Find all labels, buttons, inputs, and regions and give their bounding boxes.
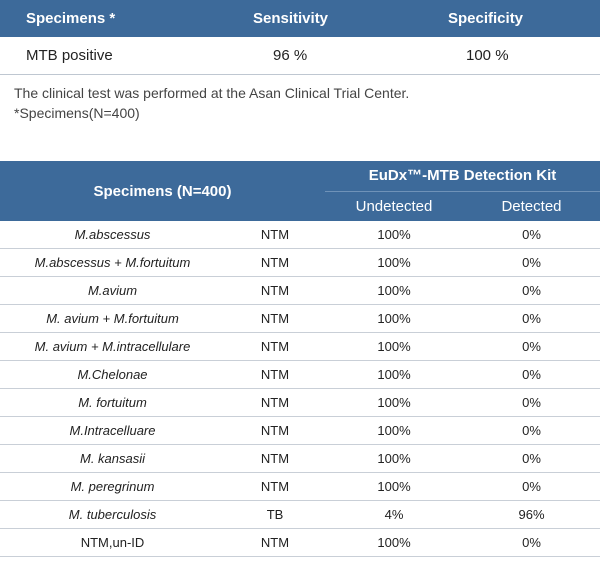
cell-type: NTM bbox=[225, 416, 325, 445]
cell-detected: 0% bbox=[463, 248, 600, 277]
cell-specimen: M. peregrinum bbox=[0, 472, 225, 501]
cell-undetected: 100% bbox=[325, 248, 463, 277]
cell-specimen: M.abscessus bbox=[0, 221, 225, 249]
group-header-kit: EuDx™-MTB Detection Kit bbox=[325, 161, 600, 191]
cell-type: NTM bbox=[225, 528, 325, 557]
header-specimens: Specimens * bbox=[26, 10, 116, 27]
cell-detected: 0% bbox=[463, 444, 600, 473]
cell-specimen: M.avium bbox=[0, 276, 225, 305]
cell-specimen: M.Chelonae bbox=[0, 360, 225, 389]
cell-type: TB bbox=[225, 500, 325, 529]
table-row: M.Chelonae NTM 100% 0% bbox=[0, 360, 600, 389]
cell-undetected: 100% bbox=[325, 332, 463, 361]
cell-undetected: 100% bbox=[325, 221, 463, 249]
cell-detected: 0% bbox=[463, 472, 600, 501]
cell-detected: 0% bbox=[463, 276, 600, 305]
table-row: M. avium + M.fortuitum NTM 100% 0% bbox=[0, 304, 600, 333]
row-sensitivity: 96 % bbox=[273, 47, 308, 64]
table-row: M. avium + M.intracellulare NTM 100% 0% bbox=[0, 332, 600, 361]
specimen-note: *Specimens(N=400) bbox=[14, 105, 140, 121]
cell-undetected: 100% bbox=[325, 304, 463, 333]
cell-undetected: 100% bbox=[325, 444, 463, 473]
summary-table-row: MTB positive 96 % 100 % bbox=[0, 37, 600, 75]
cell-specimen: M. avium + M.intracellulare bbox=[0, 332, 225, 361]
cell-undetected: 100% bbox=[325, 360, 463, 389]
table-row: M.abscessus + M.fortuitum NTM 100% 0% bbox=[0, 248, 600, 277]
cell-detected: 0% bbox=[463, 304, 600, 333]
cell-type: NTM bbox=[225, 304, 325, 333]
table-row: M. tuberculosis TB 4% 96% bbox=[0, 500, 600, 529]
summary-table-header: Specimens * Sensitivity Specificity bbox=[0, 0, 600, 37]
clinical-note: The clinical test was performed at the A… bbox=[14, 85, 410, 101]
table-row: M.Intracelluare NTM 100% 0% bbox=[0, 416, 600, 445]
cell-detected: 96% bbox=[463, 500, 600, 529]
header-sensitivity: Sensitivity bbox=[253, 10, 329, 27]
cell-type: NTM bbox=[225, 276, 325, 305]
cell-type: NTM bbox=[225, 332, 325, 361]
cell-detected: 0% bbox=[463, 221, 600, 249]
cell-specimen: M.abscessus + M.fortuitum bbox=[0, 248, 225, 277]
cell-detected: 0% bbox=[463, 528, 600, 557]
cell-specimen: M. fortuitum bbox=[0, 388, 225, 417]
cell-undetected: 100% bbox=[325, 528, 463, 557]
cell-undetected: 100% bbox=[325, 416, 463, 445]
table-row: M.avium NTM 100% 0% bbox=[0, 276, 600, 305]
table-row: NTM,un-ID NTM 100% 0% bbox=[0, 528, 600, 557]
col-specimens-header: Specimens (N=400) bbox=[0, 161, 325, 221]
cell-type: NTM bbox=[225, 221, 325, 249]
row-specimen: MTB positive bbox=[26, 47, 113, 64]
cell-specimen: M. avium + M.fortuitum bbox=[0, 304, 225, 333]
cell-detected: 0% bbox=[463, 388, 600, 417]
cell-specimen: NTM,un-ID bbox=[0, 528, 225, 557]
row-specificity: 100 % bbox=[466, 47, 509, 64]
cell-specimen: M.Intracelluare bbox=[0, 416, 225, 445]
header-specificity: Specificity bbox=[448, 10, 524, 27]
cell-specimen: M. kansasii bbox=[0, 444, 225, 473]
cell-undetected: 100% bbox=[325, 388, 463, 417]
cell-detected: 0% bbox=[463, 360, 600, 389]
table-row: M. kansasii NTM 100% 0% bbox=[0, 444, 600, 473]
detection-table: Specimens (N=400) EuDx™-MTB Detection Ki… bbox=[0, 161, 600, 557]
table-row: M. peregrinum NTM 100% 0% bbox=[0, 472, 600, 501]
cell-undetected: 4% bbox=[325, 500, 463, 529]
sub-header-undetected: Undetected bbox=[325, 190, 463, 221]
cell-undetected: 100% bbox=[325, 472, 463, 501]
cell-type: NTM bbox=[225, 444, 325, 473]
cell-undetected: 100% bbox=[325, 276, 463, 305]
table-row: M.abscessus NTM 100% 0% bbox=[0, 221, 600, 249]
cell-detected: 0% bbox=[463, 416, 600, 445]
cell-type: NTM bbox=[225, 388, 325, 417]
sub-header-detected: Detected bbox=[463, 190, 600, 221]
cell-type: NTM bbox=[225, 248, 325, 277]
cell-detected: 0% bbox=[463, 332, 600, 361]
cell-type: NTM bbox=[225, 360, 325, 389]
table-row: M. fortuitum NTM 100% 0% bbox=[0, 388, 600, 417]
cell-type: NTM bbox=[225, 472, 325, 501]
cell-specimen: M. tuberculosis bbox=[0, 500, 225, 529]
